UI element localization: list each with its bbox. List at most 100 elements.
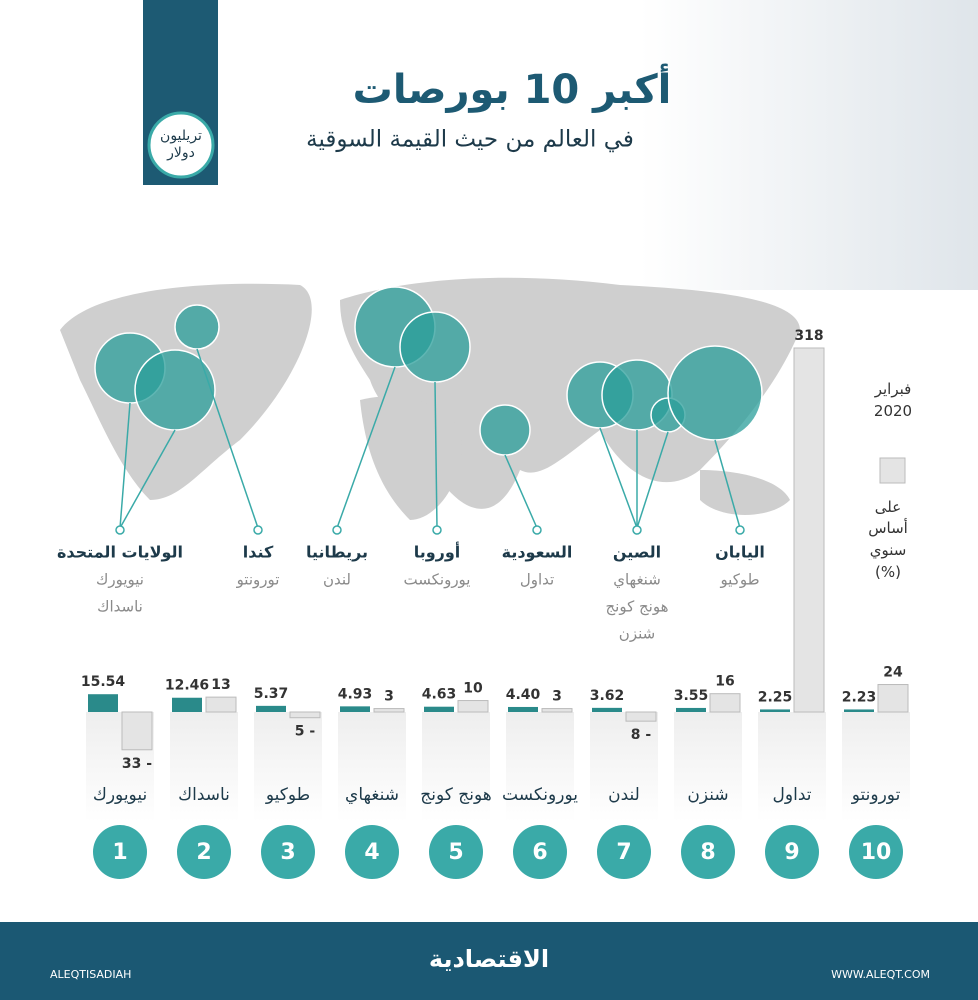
category-label: طوكيو xyxy=(265,784,311,805)
exchange-label: نيويورك xyxy=(96,571,144,589)
value-label: 16 xyxy=(715,674,734,690)
leader-line xyxy=(599,427,638,529)
rank-circle xyxy=(597,825,651,879)
value-label: 3 xyxy=(384,689,394,705)
exchange-label: شنغهاي xyxy=(613,571,661,590)
value-label: 2.25 xyxy=(758,689,793,705)
column-panel xyxy=(422,712,490,822)
country-label: كندا xyxy=(243,543,274,562)
column-panel xyxy=(674,712,742,822)
bar xyxy=(457,700,489,713)
value-label: 3.62 xyxy=(590,688,625,704)
rank-circle xyxy=(345,825,399,879)
map-bubble xyxy=(399,311,471,383)
footer-band xyxy=(0,922,978,1000)
leader-dot xyxy=(115,525,125,535)
bar xyxy=(541,708,573,713)
value-label: 8 - xyxy=(631,727,652,743)
exchange-label: تورونتو xyxy=(236,571,280,589)
bar xyxy=(592,707,622,712)
column-panel xyxy=(338,712,406,822)
bar xyxy=(625,711,657,722)
leader-dot xyxy=(253,525,263,535)
photo-backdrop xyxy=(640,0,978,290)
rank-label: 3 xyxy=(280,840,295,865)
country-label: الولايات المتحدة xyxy=(57,543,183,562)
value-label: 5 - xyxy=(295,724,316,740)
value-label: 15.54 xyxy=(81,674,126,690)
map-bubble xyxy=(667,345,763,441)
leader-line xyxy=(196,348,259,529)
map-bubble xyxy=(134,349,216,431)
leader-line xyxy=(119,429,176,529)
column-panel xyxy=(758,712,826,822)
legend-swatch xyxy=(879,457,906,484)
bar xyxy=(676,707,706,712)
title: أكبر 10 بورصات xyxy=(353,63,672,113)
legend-label: على أساس سنوي (%) xyxy=(868,497,908,581)
leader-dot xyxy=(735,525,745,535)
value-label: 33 - xyxy=(122,756,152,772)
category-label: نيويورك xyxy=(92,784,148,805)
subtitle: في العالم من حيث القيمة السوقية xyxy=(306,127,634,153)
rank-circle xyxy=(261,825,315,879)
value-label: 12.46 xyxy=(165,678,209,694)
map-bubble xyxy=(174,304,220,350)
rank-label: 10 xyxy=(861,840,892,865)
country-label: أوروبا xyxy=(414,542,461,562)
bar xyxy=(760,709,790,712)
value-label: 5.37 xyxy=(254,686,289,702)
date-label: فبراير 2020 xyxy=(873,379,913,421)
rank-label: 1 xyxy=(112,840,127,865)
value-label: 4.93 xyxy=(338,686,373,702)
bar xyxy=(256,705,286,712)
category-label: ناسداك xyxy=(178,784,230,805)
column-panel xyxy=(842,712,910,822)
value-label: 318 xyxy=(794,328,823,344)
value-label: 24 xyxy=(883,665,903,681)
bar xyxy=(709,693,741,713)
bar xyxy=(88,694,118,712)
rank-circle xyxy=(765,825,819,879)
rank-circle xyxy=(849,825,903,879)
bar xyxy=(373,708,405,713)
rank-circle xyxy=(93,825,147,879)
rank-label: 4 xyxy=(364,840,379,865)
column-panel xyxy=(506,712,574,822)
category-label: شنغهاي xyxy=(345,784,399,805)
rank-circle xyxy=(429,825,483,879)
footer-handle: ALEQTISADIAH xyxy=(50,968,131,981)
map-bubble xyxy=(479,404,531,456)
bar xyxy=(844,709,874,712)
leader-dot xyxy=(632,525,642,535)
exchange-label: يورونكست xyxy=(404,571,471,589)
value-label: 4.40 xyxy=(506,687,541,703)
column-panel xyxy=(254,712,322,822)
leader-dot xyxy=(332,525,342,535)
value-label: 3.55 xyxy=(674,688,709,704)
country-label: الصين xyxy=(613,543,661,562)
rank-label: 7 xyxy=(616,840,631,865)
leader-dot xyxy=(532,525,542,535)
footer-website: WWW.ALEQT.COM xyxy=(831,968,930,981)
rank-label: 5 xyxy=(448,840,463,865)
exchange-label: طوكيو xyxy=(719,571,759,589)
exchange-label: هونج كونج xyxy=(605,598,668,616)
rank-circle xyxy=(513,825,567,879)
leader-line xyxy=(636,431,669,529)
rank-circle xyxy=(681,825,735,879)
bar xyxy=(205,696,237,713)
column-panel xyxy=(590,712,658,822)
exchange-label: شنزن xyxy=(619,625,655,643)
category-label: هونج كونج xyxy=(420,784,492,805)
category-label: شنزن xyxy=(687,784,729,805)
category-label: لندن xyxy=(608,784,640,805)
category-label: يورونكست xyxy=(502,784,578,805)
leader-line xyxy=(504,454,538,529)
leader-line xyxy=(119,402,131,529)
bar xyxy=(289,711,321,719)
bar xyxy=(424,706,454,712)
rank-label: 9 xyxy=(784,840,799,865)
rank-label: 8 xyxy=(700,840,715,865)
